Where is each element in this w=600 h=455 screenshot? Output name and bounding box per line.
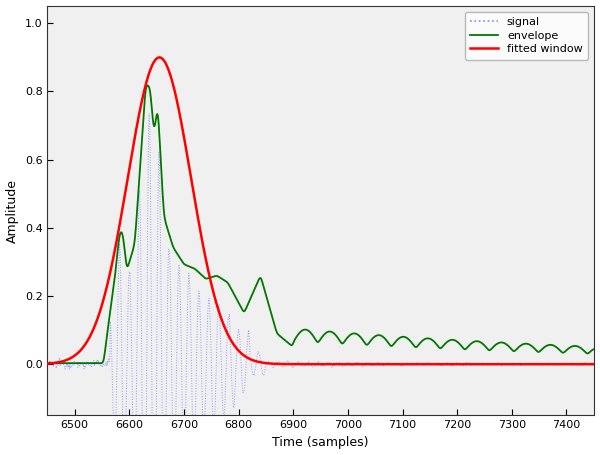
Legend: signal, envelope, fitted window: signal, envelope, fitted window: [464, 12, 588, 60]
X-axis label: Time (samples): Time (samples): [272, 436, 369, 449]
Y-axis label: Amplitude: Amplitude: [6, 179, 19, 243]
